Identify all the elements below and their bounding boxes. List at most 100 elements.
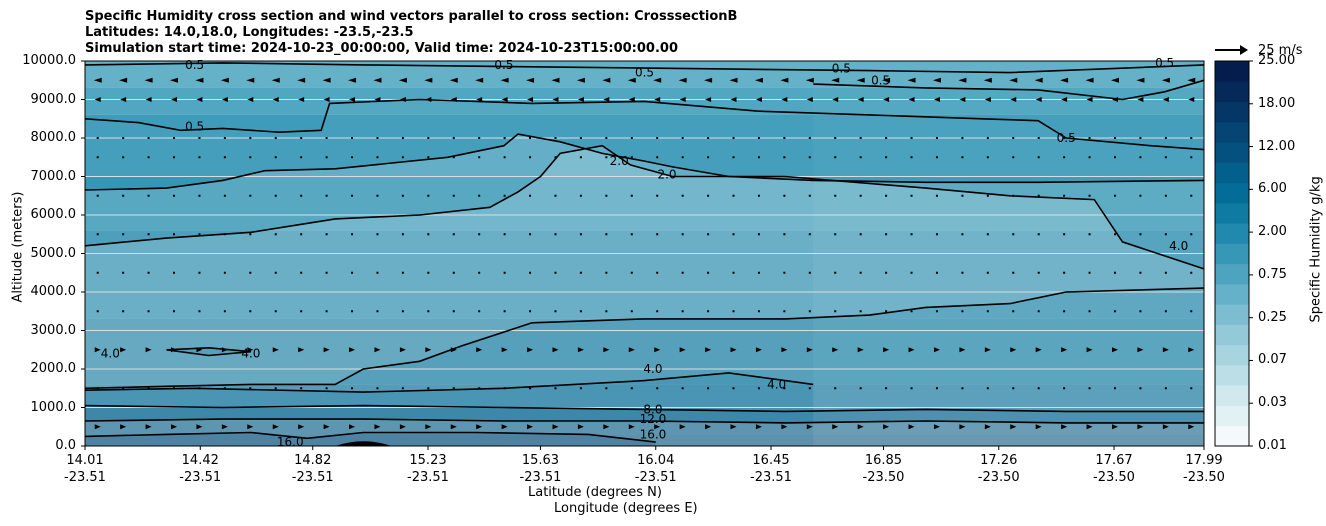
- wind-dot: [1164, 271, 1167, 274]
- wind-arrow: [1188, 347, 1195, 353]
- wind-dot: [300, 310, 303, 313]
- wind-dot: [147, 233, 150, 236]
- wind-arrow: [577, 347, 584, 353]
- wind-arrow: [1035, 97, 1042, 102]
- wind-dot: [961, 310, 964, 313]
- wind-dot: [300, 271, 303, 274]
- wind-arrow: [425, 97, 432, 102]
- wind-dot: [707, 310, 710, 313]
- wind-arrow: [374, 347, 381, 353]
- x-tick-lon: -23.51: [64, 470, 106, 485]
- x-tick-label: 17.67 -23.50: [1074, 452, 1154, 486]
- wind-dot: [1012, 156, 1015, 159]
- wind-dot: [529, 233, 532, 236]
- wind-dot: [376, 271, 379, 274]
- wind-dot: [935, 194, 938, 197]
- wind-dot: [223, 137, 226, 139]
- wind-dot: [656, 194, 659, 197]
- wind-dot: [529, 137, 532, 139]
- wind-dot: [935, 137, 938, 139]
- wind-dot: [376, 137, 379, 139]
- wind-arrow: [475, 77, 484, 83]
- wind-arrow: [781, 424, 788, 430]
- humidity-region: [85, 62, 1204, 447]
- wind-dot: [859, 137, 862, 139]
- colorbar-bin: [1215, 142, 1249, 163]
- wind-arrow: [323, 97, 330, 102]
- wind-dot: [147, 387, 150, 390]
- wind-dot: [122, 233, 125, 236]
- wind-dot: [1012, 233, 1015, 236]
- humidity-region: [813, 80, 1204, 446]
- wind-arrow: [857, 97, 864, 102]
- colorbar-tick-label: 25.00: [1258, 53, 1296, 68]
- wind-arrow: [1136, 77, 1145, 83]
- humidity-band: [85, 407, 1204, 421]
- wind-dot: [401, 233, 404, 236]
- wind-dot: [249, 271, 252, 274]
- wind-dot: [223, 387, 226, 390]
- wind-dot: [1190, 271, 1193, 274]
- wind-arrow: [272, 97, 279, 102]
- wind-arrow: [654, 97, 661, 102]
- wind-arrow: [144, 77, 153, 83]
- wind-dot: [554, 233, 557, 236]
- wind-arrow: [1111, 97, 1118, 102]
- wind-dot: [681, 156, 684, 159]
- x-tick-lat: 16.04: [637, 453, 675, 468]
- contour-line-4.0: [84, 372, 814, 393]
- wind-arrow: [603, 347, 610, 353]
- wind-dot: [351, 137, 354, 139]
- wind-arrow: [1035, 424, 1042, 430]
- wind-arrow: [476, 424, 483, 430]
- wind-dot: [325, 387, 328, 390]
- wind-dot: [605, 271, 608, 274]
- x-tick-lon: -23.51: [407, 470, 449, 485]
- colorbar-bin: [1215, 283, 1249, 305]
- wind-arrow: [272, 347, 279, 353]
- wind-arrow: [832, 347, 839, 353]
- wind-dot: [808, 194, 811, 197]
- wind-arrow: [959, 424, 966, 430]
- wind-dot: [834, 156, 837, 159]
- vector-key: [1215, 45, 1248, 55]
- wind-dot: [1113, 271, 1116, 274]
- wind-arrow: [145, 347, 152, 353]
- wind-dot: [173, 387, 176, 390]
- colorbar-tick-label: 0.01: [1258, 438, 1287, 453]
- wind-dot: [834, 271, 837, 274]
- wind-dot: [1190, 310, 1193, 313]
- wind-dot: [1012, 310, 1015, 313]
- wind-dot: [147, 156, 150, 159]
- wind-arrow: [221, 424, 228, 430]
- wind-dot: [1190, 137, 1193, 139]
- wind-dot: [325, 156, 328, 159]
- wind-dot: [1190, 233, 1193, 236]
- x-tick-lat: 14.42: [181, 453, 219, 468]
- wind-arrow: [246, 77, 255, 83]
- wind-dot: [732, 271, 735, 274]
- wind-dot: [427, 137, 430, 139]
- colorbar-bin: [1215, 385, 1249, 406]
- terrain-shape: [335, 441, 392, 446]
- contour-label: 2.0: [610, 154, 629, 168]
- wind-dot: [198, 194, 201, 197]
- wind-dot: [961, 156, 964, 159]
- wind-arrow: [1010, 97, 1017, 102]
- wind-dot: [935, 271, 938, 274]
- wind-dot: [173, 194, 176, 197]
- contour-line-8.0: [84, 404, 1204, 413]
- wind-arrow: [805, 77, 814, 83]
- x-axis-title-latitude: Latitude (degrees N): [528, 485, 662, 500]
- wind-dot: [935, 156, 938, 159]
- wind-dot: [579, 233, 582, 236]
- wind-arrow: [424, 77, 433, 83]
- humidity-band: [85, 318, 1204, 385]
- wind-arrow: [1060, 77, 1069, 83]
- wind-dot: [834, 137, 837, 139]
- colorbar-bin: [1215, 263, 1249, 285]
- wind-dot: [605, 310, 608, 313]
- wind-dot: [401, 137, 404, 139]
- x-tick-lat: 17.26: [980, 453, 1018, 468]
- wind-dot: [554, 194, 557, 197]
